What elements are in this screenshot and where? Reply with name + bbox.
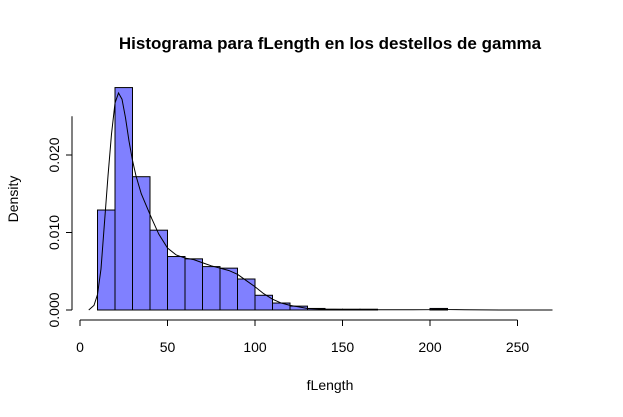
histogram-bars <box>97 87 448 311</box>
y-tick-label-2: 0.020 <box>46 137 62 172</box>
y-axis-label: Density <box>5 176 21 223</box>
density-curve <box>88 91 553 311</box>
x-tick-label-0: 0 <box>76 339 84 355</box>
y-axis: 0.000 0.010 0.020 <box>46 116 73 328</box>
x-axis: 0 50 100 150 200 250 <box>76 319 530 355</box>
x-tick-label-4: 200 <box>418 339 442 355</box>
x-tick-label-3: 150 <box>331 339 355 355</box>
y-tick-label-1: 0.010 <box>46 215 62 250</box>
x-tick-label-1: 50 <box>160 339 176 355</box>
histogram-bar-7 <box>219 267 238 311</box>
chart-title: Histograma para fLength en los destellos… <box>119 34 542 53</box>
y-tick-label-0: 0.000 <box>46 292 62 327</box>
x-tick-label-5: 250 <box>506 339 530 355</box>
histogram-bar-4 <box>167 256 186 311</box>
histogram-bar-6 <box>202 266 221 311</box>
histogram-bar-1 <box>114 87 133 311</box>
x-axis-label: fLength <box>307 377 354 393</box>
histogram-bar-2 <box>132 176 151 311</box>
histogram-bar-3 <box>149 229 168 311</box>
histogram-bar-10 <box>272 302 291 311</box>
histogram-bar-8 <box>237 278 256 311</box>
histogram-bar-0 <box>97 209 116 311</box>
histogram-bar-5 <box>184 258 203 311</box>
x-tick-label-2: 100 <box>243 339 267 355</box>
